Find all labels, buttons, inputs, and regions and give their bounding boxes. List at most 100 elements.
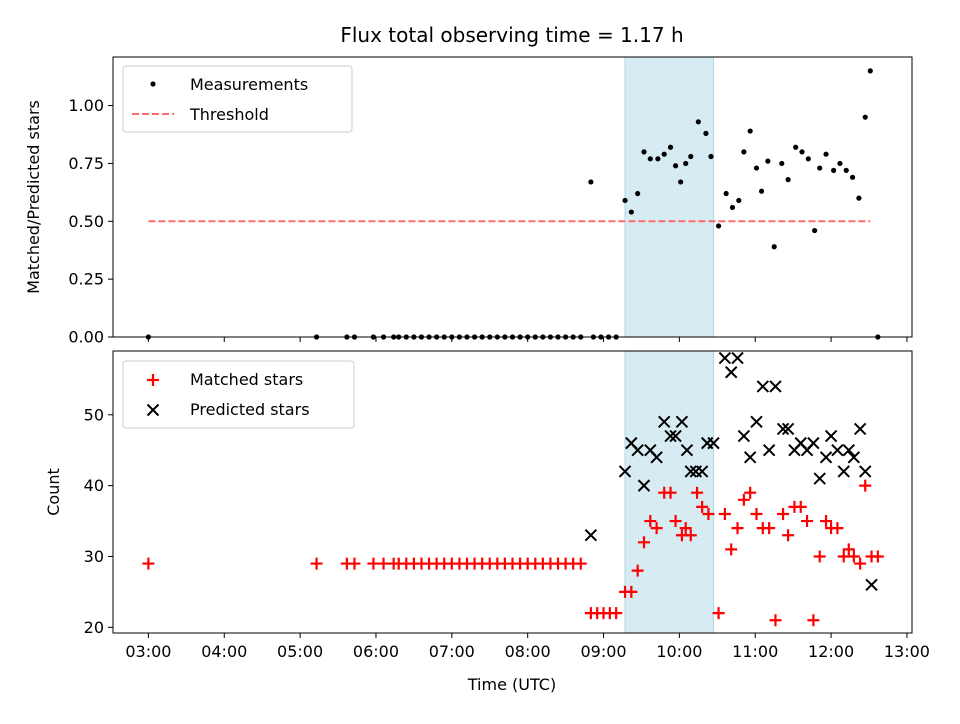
x-tick-label: 08:00 (505, 642, 551, 661)
matched-star-point (813, 550, 826, 563)
measurement-point (588, 179, 594, 185)
matched-star-point (744, 486, 757, 499)
matched-star-point (837, 550, 850, 563)
matched-star-point (650, 522, 663, 535)
measurement-point (741, 149, 747, 155)
predicted-star-point (853, 422, 867, 436)
predicted-star-point (618, 465, 632, 478)
x-axis-label: Time (UTC) (467, 675, 556, 694)
matched-star-point (377, 557, 390, 570)
matched-star-point (310, 557, 323, 570)
top-panel: 0.00 0.25 0.50 0.75 1.00 Matched/Predicted s… (24, 56, 913, 347)
top-legend-box (122, 65, 353, 133)
measurement-point (831, 167, 837, 173)
bottom-panel-frame (112, 350, 913, 634)
measurement-point (723, 190, 729, 197)
matched-star-point (750, 507, 763, 520)
predicted-star-point (762, 443, 776, 457)
matched-star-point (831, 522, 844, 535)
x-tick-label: 04:00 (201, 642, 247, 661)
matched-star-point (644, 515, 657, 528)
chart-title: Flux total observing time = 1.17 h (340, 23, 683, 47)
measurement-point (862, 114, 868, 120)
matched-star-point (664, 486, 677, 499)
matched-star-point (782, 529, 795, 542)
measurement-point (736, 197, 742, 204)
predicted-star-point (750, 415, 763, 429)
bottom-legend: Matched stars Predicted stars (122, 360, 355, 429)
matched-star-point (871, 550, 884, 563)
measurement-point (823, 151, 829, 157)
matched-star-point (763, 522, 776, 535)
measurement-point (672, 163, 679, 169)
measurement-point (678, 179, 684, 185)
bottom-panel: 20 30 40 50 03:00 04:00 05:00 06:00 07:00 08:00 0… (44, 350, 930, 694)
x-tick-label: 03:00 (125, 642, 171, 661)
x-tick-label: 10:00 (656, 642, 702, 661)
y-tick-label: 1.00 (68, 96, 104, 115)
matched-star-point (574, 557, 587, 570)
predicted-star-point (807, 436, 820, 450)
measurement-point (765, 158, 771, 164)
predicted-star-point (737, 429, 751, 443)
matched-star-point (842, 543, 855, 556)
predicted-star-point (695, 465, 709, 478)
matched-star-point (737, 493, 750, 506)
measurement-point (785, 177, 791, 183)
matched-star-point (731, 522, 744, 535)
measurement-point (805, 156, 811, 162)
measurement-point (747, 128, 753, 134)
y-tick-label: 0.25 (68, 270, 104, 289)
x-tick-label: 13:00 (884, 642, 930, 661)
y-tick-label: 30 (84, 547, 104, 566)
matched-star-point (725, 543, 738, 556)
predicted-star-point (718, 351, 732, 365)
measurement-point (799, 149, 805, 155)
predicted-star-point (837, 465, 850, 478)
measurement-point (635, 190, 641, 197)
measurement-point (622, 197, 628, 204)
predicted-star-point (631, 443, 644, 457)
matched-star-point (859, 479, 872, 492)
top-panel-frame (112, 56, 913, 338)
predicted-star-point (584, 529, 598, 542)
predicted-star-point (675, 415, 689, 429)
measurement-point (655, 156, 661, 162)
matched-star-point (625, 585, 638, 598)
y-tick-label: 40 (84, 476, 104, 495)
top-ylabel: Matched/Predicted stars (24, 100, 43, 294)
matched-star-point (637, 536, 650, 549)
predicted-star-point (769, 380, 782, 393)
measurement-point (793, 144, 799, 150)
x-tick-label: 11:00 (732, 642, 778, 661)
predicted-star-point (813, 472, 826, 485)
predicted-star-point (776, 422, 790, 436)
matched-star-point (610, 607, 623, 620)
predicted-star-point (819, 451, 833, 464)
y-tick-label: 0.50 (68, 212, 104, 231)
matched-star-point (777, 507, 790, 520)
predicted-star-point (847, 451, 861, 464)
matched-star-point (669, 515, 682, 528)
predicted-star-point (725, 366, 738, 379)
measurement-point (695, 119, 701, 125)
x-tick-label: 09:00 (580, 642, 626, 661)
matched-star-point (847, 550, 860, 563)
x-tick-label: 05:00 (277, 642, 323, 661)
highlight-span (624, 56, 715, 338)
predicted-star-point (707, 436, 720, 450)
matched-star-point (820, 515, 833, 528)
matched-star-point (702, 507, 715, 520)
measurement-point (758, 188, 765, 194)
predicted-star-point (669, 429, 682, 443)
matched-star-point (142, 557, 155, 570)
x-tick-label: 06:00 (353, 642, 399, 661)
measurement-point (715, 223, 722, 229)
predicted-star-point (650, 451, 663, 464)
matched-star-point (712, 607, 725, 620)
measurement-point (628, 209, 634, 215)
predicted-star-point (743, 451, 757, 464)
measurement-point (849, 174, 856, 180)
matched-star-point (684, 529, 697, 542)
